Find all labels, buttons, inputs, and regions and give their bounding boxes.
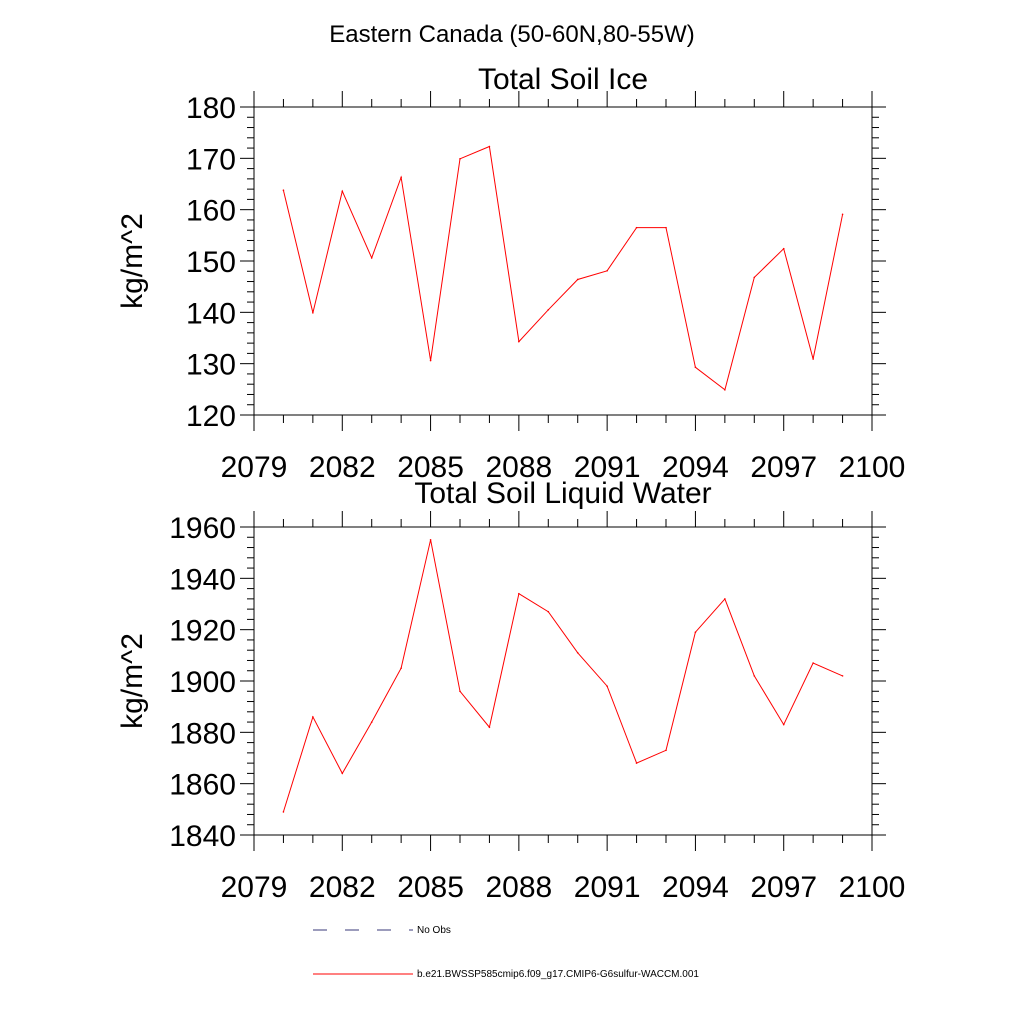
data-point xyxy=(635,762,638,764)
data-point xyxy=(782,723,785,726)
x-tick-label: 2100 xyxy=(839,871,906,904)
x-tick-label: 2088 xyxy=(485,451,552,484)
data-point xyxy=(694,366,697,369)
data-point xyxy=(665,749,667,752)
x-tick-label: 2079 xyxy=(221,451,288,484)
data-point xyxy=(518,592,520,595)
data-point xyxy=(282,189,285,191)
data-point xyxy=(547,610,550,613)
y-tick-label: 130 xyxy=(186,349,236,382)
data-point xyxy=(635,226,638,229)
data-point xyxy=(282,811,285,813)
y-tick-label: 1940 xyxy=(169,563,236,596)
legend: No Obs b.e21.BWSSP585cmip6.f09_g17.CMIP6… xyxy=(313,925,699,980)
chart-total-soil-ice: Total Soil Ice kg/m^2 120 130 140 150 160 170 18… xyxy=(116,63,905,484)
data-point xyxy=(400,176,402,179)
x-tick-label: 2094 xyxy=(662,871,729,904)
y-tick-label: 140 xyxy=(186,297,236,330)
data-point xyxy=(547,308,550,311)
y-tick-label: 1880 xyxy=(169,717,236,750)
y-tick-label: 170 xyxy=(186,143,236,176)
data-point xyxy=(488,726,491,728)
legend-label-model: b.e21.BWSSP585cmip6.f09_g17.CMIP6-G6sulf… xyxy=(417,969,699,980)
x-tick-label: 2082 xyxy=(309,871,376,904)
y-tick-label: 160 xyxy=(186,195,236,228)
data-point xyxy=(812,358,814,360)
x-tick-label: 2100 xyxy=(839,451,906,484)
data-point xyxy=(312,716,314,718)
y-tick-label: 1960 xyxy=(169,512,236,545)
data-point xyxy=(782,247,785,250)
x-tick-label: 2091 xyxy=(574,871,641,904)
data-point xyxy=(459,690,461,693)
data-point xyxy=(724,598,726,600)
legend-label-no-obs: No Obs xyxy=(417,925,451,936)
data-point xyxy=(370,257,373,259)
x-tick-label: 2097 xyxy=(750,871,817,904)
data-point xyxy=(606,685,608,687)
y-tick-label: 1900 xyxy=(169,666,236,699)
data-point xyxy=(488,145,491,148)
data-point xyxy=(370,721,373,723)
y-tick-label: 150 xyxy=(186,246,236,279)
y-tick-label: 120 xyxy=(186,400,236,433)
y-tick-label: 1860 xyxy=(169,769,236,802)
data-point xyxy=(694,631,697,634)
figure-title: Eastern Canada (50-60N,80-55W) xyxy=(329,21,695,48)
data-point xyxy=(518,340,520,343)
y-axis-label: kg/m^2 xyxy=(116,213,149,309)
chart-title: Total Soil Liquid Water xyxy=(414,477,711,510)
data-point xyxy=(841,213,844,216)
data-point xyxy=(606,269,608,272)
x-tick-label: 2085 xyxy=(397,451,464,484)
plot-frame xyxy=(253,106,873,416)
y-axis-label: kg/m^2 xyxy=(116,633,149,729)
data-point xyxy=(753,276,756,279)
x-tick-label: 2094 xyxy=(662,451,729,484)
data-point xyxy=(312,312,314,314)
x-tick-label: 2088 xyxy=(485,871,552,904)
data-point xyxy=(400,667,402,669)
y-tick-label: 1840 xyxy=(169,820,236,853)
y-tick-label: 180 xyxy=(186,92,236,125)
x-tick-label: 2082 xyxy=(309,451,376,484)
data-point xyxy=(724,389,726,391)
data-point xyxy=(459,158,461,160)
y-tick-label: 1920 xyxy=(169,615,236,648)
data-point xyxy=(753,675,756,677)
plot-frame xyxy=(253,526,873,836)
data-point xyxy=(341,772,344,775)
data-point xyxy=(341,190,344,192)
data-point xyxy=(665,226,667,229)
x-tick-label: 2079 xyxy=(221,871,288,904)
chart-title: Total Soil Ice xyxy=(478,63,648,96)
x-tick-label: 2097 xyxy=(750,451,817,484)
x-tick-label: 2091 xyxy=(574,451,641,484)
chart-total-soil-liquid-water: Total Soil Liquid Water kg/m^2 1840 1860 188… xyxy=(116,477,905,904)
data-point xyxy=(576,278,579,281)
data-point xyxy=(576,651,579,654)
data-point xyxy=(429,359,432,362)
series-line xyxy=(282,539,843,813)
data-point xyxy=(812,662,814,664)
data-point xyxy=(429,539,432,541)
x-tick-label: 2085 xyxy=(397,871,464,904)
series-line xyxy=(282,145,844,391)
data-point xyxy=(841,675,844,677)
